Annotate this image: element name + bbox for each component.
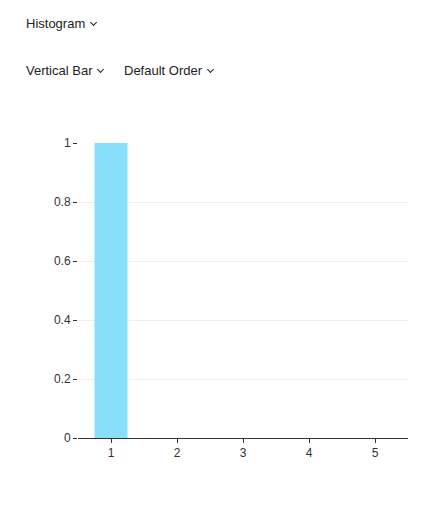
svg-text:1: 1 [64,136,71,150]
svg-text:0.6: 0.6 [54,254,71,268]
svg-text:5: 5 [372,446,379,460]
html-text:Histogram: Histogram [26,16,86,31]
svg-text:4: 4 [306,446,313,460]
svg-text:3: 3 [240,446,247,460]
svg-text:0: 0 [64,431,71,445]
html-text:Default Order: Default Order [124,63,202,78]
svg-text:2: 2 [174,446,181,460]
svg-text:0.4: 0.4 [54,313,71,327]
svg-text:0.8: 0.8 [54,195,71,209]
svg-text:0.2: 0.2 [54,372,71,386]
html-text:Vertical Bar: Vertical Bar [26,63,93,78]
svg-text:1: 1 [108,446,115,460]
